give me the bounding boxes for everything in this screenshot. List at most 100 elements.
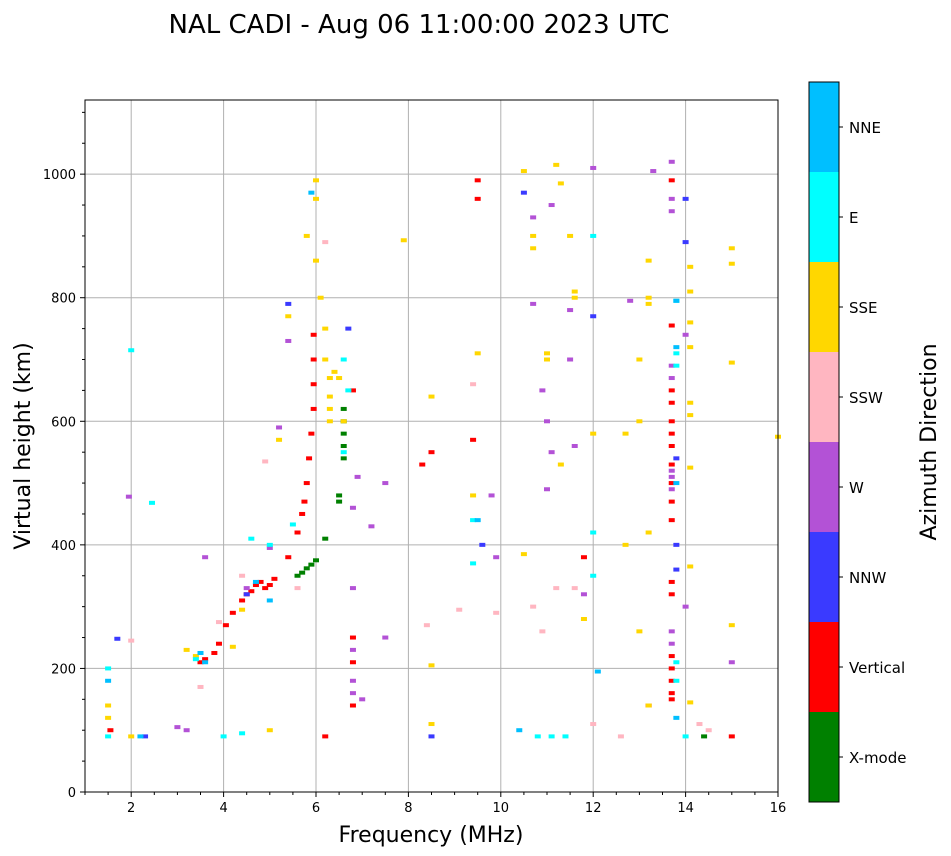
- data-point: [557, 181, 564, 186]
- data-point: [313, 258, 319, 263]
- data-point: [326, 376, 333, 381]
- data-point: [220, 734, 227, 739]
- data-point: [687, 400, 694, 405]
- data-point: [636, 629, 643, 634]
- data-point: [668, 178, 675, 183]
- data-point: [594, 669, 601, 674]
- data-point: [673, 715, 680, 720]
- data-point: [428, 663, 435, 668]
- data-point: [303, 566, 310, 571]
- data-point: [668, 697, 675, 702]
- data-point: [488, 493, 495, 498]
- colorbar-label-item: NNW: [849, 569, 886, 587]
- data-point: [322, 357, 329, 362]
- data-point: [590, 233, 597, 238]
- data-point: [567, 233, 574, 238]
- data-point: [673, 567, 680, 572]
- data-point: [229, 644, 236, 649]
- data-point: [239, 598, 246, 603]
- data-point: [322, 240, 329, 245]
- data-point: [668, 400, 675, 405]
- y-axis-label: Virtual height (km): [11, 342, 36, 549]
- data-point: [701, 734, 708, 739]
- data-point: [428, 394, 435, 399]
- data-point: [544, 419, 550, 424]
- x-tick-label: 14: [677, 801, 694, 816]
- data-point: [345, 326, 352, 331]
- data-point: [336, 376, 343, 381]
- data-point: [308, 431, 315, 436]
- data-point: [479, 542, 486, 547]
- data-point: [474, 518, 481, 523]
- x-tick-label: 8: [404, 801, 412, 816]
- data-point: [174, 725, 181, 730]
- data-point: [668, 629, 675, 634]
- data-point: [548, 734, 555, 739]
- data-point: [310, 406, 317, 411]
- data-point: [128, 638, 135, 643]
- data-point: [668, 444, 675, 448]
- chart-title: NAL CADI - Aug 06 11:00:00 2023 UTC: [169, 10, 670, 40]
- data-point: [262, 459, 269, 464]
- data-point: [239, 731, 246, 736]
- data-point: [303, 233, 310, 238]
- data-point: [682, 196, 689, 201]
- y-tick-label: 0: [68, 786, 76, 801]
- data-point: [687, 345, 694, 350]
- data-point: [368, 524, 375, 529]
- data-point: [696, 722, 703, 727]
- data-point: [202, 555, 209, 560]
- data-point: [493, 555, 500, 560]
- data-point: [645, 703, 652, 708]
- data-point: [382, 635, 389, 640]
- data-point: [520, 169, 527, 174]
- data-point: [580, 617, 587, 621]
- data-point: [687, 289, 694, 294]
- data-point: [530, 246, 537, 251]
- x-tick-label: 10: [493, 801, 510, 816]
- data-point: [580, 555, 587, 560]
- data-point: [183, 728, 190, 733]
- data-point: [705, 728, 712, 733]
- data-point: [470, 437, 477, 442]
- data-point: [622, 542, 629, 547]
- data-point: [105, 703, 112, 708]
- x-tick-label: 16: [770, 801, 787, 816]
- data-point: [516, 728, 523, 733]
- data-point: [326, 394, 333, 399]
- data-point: [673, 542, 680, 547]
- data-point: [673, 660, 680, 665]
- data-point: [530, 215, 537, 220]
- data-point: [340, 419, 347, 424]
- data-point: [548, 450, 555, 455]
- data-point: [262, 586, 269, 591]
- data-point: [687, 465, 694, 470]
- data-point: [331, 369, 338, 374]
- colorbar-segment: [809, 82, 839, 172]
- data-point: [673, 678, 680, 683]
- data-point: [215, 620, 222, 625]
- data-point: [308, 562, 315, 567]
- data-point: [336, 493, 343, 498]
- data-point: [687, 700, 694, 705]
- x-axis-label: Frequency (MHz): [339, 823, 524, 848]
- data-point: [349, 635, 356, 640]
- colorbar-segment: [809, 622, 839, 712]
- data-point: [336, 499, 343, 504]
- data-point: [107, 728, 114, 733]
- data-point: [474, 196, 481, 201]
- data-point: [673, 351, 680, 356]
- data-point: [125, 494, 132, 499]
- data-marks: [105, 159, 781, 739]
- data-point: [673, 298, 680, 303]
- data-point: [349, 505, 356, 510]
- y-tick-label: 800: [51, 292, 76, 307]
- data-point: [349, 647, 356, 652]
- data-point: [202, 657, 209, 662]
- data-point: [248, 589, 255, 594]
- data-point: [668, 691, 675, 696]
- data-point: [673, 345, 680, 350]
- x-tick-label: 4: [219, 801, 227, 816]
- data-point: [636, 419, 643, 424]
- data-point: [142, 734, 149, 739]
